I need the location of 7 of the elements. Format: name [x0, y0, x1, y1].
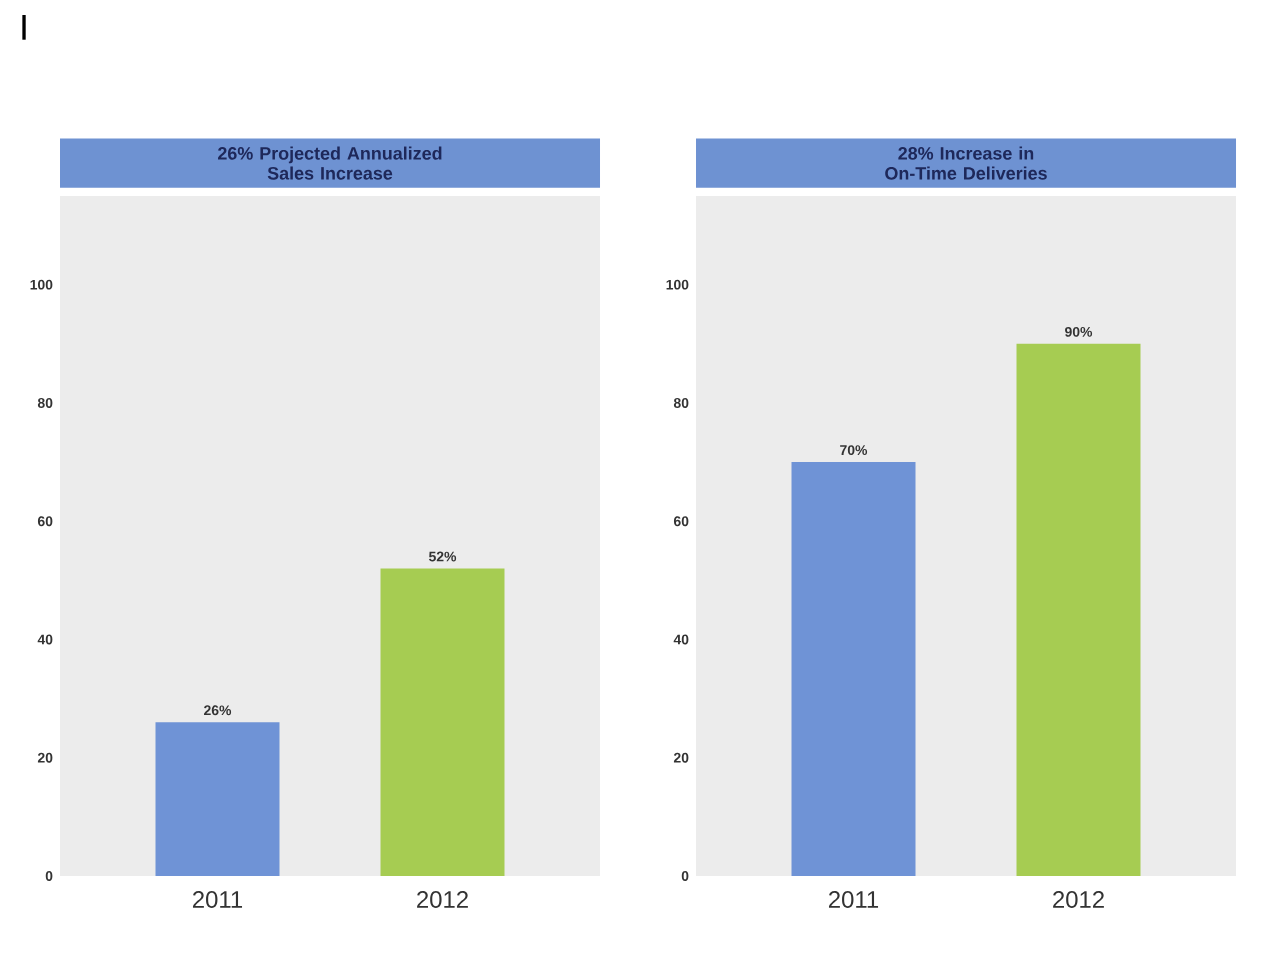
chart-title: 26% Projected Annualized Sales Increase — [218, 146, 442, 180]
x-tick-label: 2011 — [828, 891, 879, 908]
x-tick-label: 2012 — [417, 891, 468, 908]
x-tick-label: 2012 — [1053, 891, 1104, 908]
text: I — [22, 15, 26, 40]
chart-title: 28% Increase in On-Time Deliveries — [885, 146, 1047, 180]
x-tick-label: 2011 — [192, 891, 243, 908]
